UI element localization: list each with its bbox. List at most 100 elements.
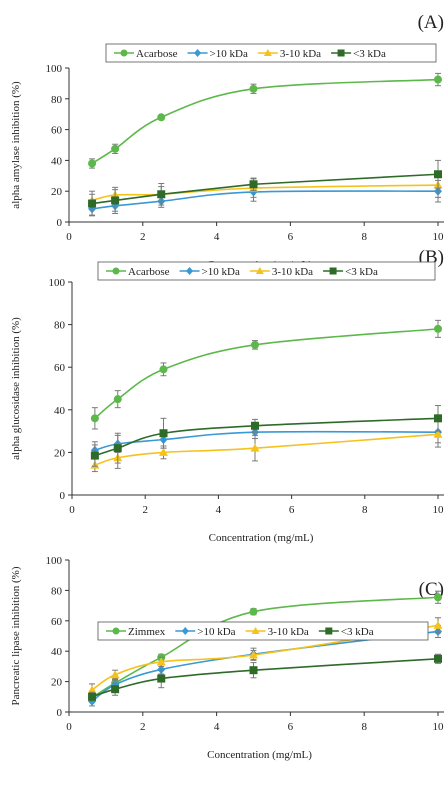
x-axis-label: Concentration (mg/mL) [207, 749, 312, 761]
legend-label: >10 kDa [210, 48, 248, 60]
series-line [94, 430, 439, 452]
data-point [111, 685, 120, 694]
legend-label: Zimmex [128, 626, 166, 638]
x-tick-label: 0 [66, 231, 72, 243]
series-line [91, 78, 439, 165]
legend-item-acarbose: Acarbose [106, 266, 170, 278]
series-line [91, 630, 439, 703]
data-point [88, 692, 97, 701]
series-3-10-kda [90, 421, 443, 473]
y-axis-label: alpha glucosidase inhibition (%) [10, 317, 22, 460]
y-tick-label: 80 [51, 94, 63, 106]
series-zimmex [88, 590, 442, 703]
legend-marker [112, 267, 120, 275]
legend-label: 3-10 kDa [280, 48, 321, 60]
y-tick-label: 0 [57, 707, 63, 719]
legend-marker [251, 627, 260, 634]
data-point [88, 159, 97, 168]
x-tick-label: 4 [216, 504, 222, 516]
legend-label: 3-10 kDa [268, 626, 309, 638]
data-point [434, 75, 442, 84]
y-tick-label: 60 [54, 362, 66, 374]
x-tick-label: 8 [362, 504, 368, 516]
legend-item-10-kda: >10 kDa [187, 48, 248, 60]
legend-marker [186, 267, 194, 275]
legend-label: <3 kDa [353, 48, 386, 60]
legend-item-3-kda: <3 kDa [331, 48, 386, 60]
legend-marker [337, 49, 345, 57]
x-tick-label: 10 [433, 231, 445, 243]
y-tick-label: 60 [51, 616, 63, 628]
x-tick-label: 10 [433, 721, 445, 733]
series-10-kda [90, 421, 442, 460]
legend-label: >10 kDa [197, 626, 235, 638]
legend-item-zimmex: Zimmex [106, 626, 166, 638]
y-tick-label: 0 [57, 217, 63, 229]
data-point [434, 170, 442, 179]
data-point [159, 447, 168, 456]
legend-item-3-10-kda: 3-10 kDa [257, 48, 321, 60]
series-line [91, 190, 439, 210]
series-line [91, 184, 439, 202]
legend: Acarbose >10 kDa 3-10 kDa <3 kDa [105, 43, 437, 63]
x-tick-label: 2 [140, 231, 146, 243]
data-point [249, 607, 258, 616]
data-point [250, 443, 260, 452]
legend: Zimmex >10 kDa 3-10 kDa <3 kDa [97, 621, 429, 641]
legend-label: 3-10 kDa [272, 266, 313, 278]
series-line [91, 173, 439, 205]
legend: Acarbose >10 kDa 3-10 kDa <3 kDa [97, 261, 436, 281]
series-line [94, 328, 439, 419]
x-tick-label: 2 [140, 721, 146, 733]
legend-marker [181, 627, 189, 635]
y-tick-label: 80 [51, 585, 63, 597]
data-point [249, 666, 258, 675]
data-point [434, 654, 442, 663]
data-point [88, 199, 97, 208]
y-axis-label: Pancreatic lipase inhibition (%) [10, 566, 22, 705]
legend-item-10-kda: >10 kDa [179, 266, 240, 278]
series-3-kda [88, 653, 442, 702]
y-tick-label: 20 [51, 186, 63, 198]
data-point [90, 414, 99, 423]
legend-marker [112, 627, 120, 635]
y-tick-label: 40 [54, 405, 66, 417]
series-line [91, 596, 439, 699]
data-point [113, 444, 122, 453]
y-tick-label: 0 [60, 490, 66, 502]
data-point [251, 421, 259, 430]
data-point [159, 365, 168, 374]
data-point [90, 451, 99, 460]
legend-item-3-kda: <3 kDa [323, 266, 378, 278]
series-3-10-kda [87, 172, 443, 208]
legend-marker [255, 267, 264, 274]
x-tick-label: 8 [361, 721, 367, 733]
data-point [111, 144, 120, 153]
legend-item-10-kda: >10 kDa [175, 626, 236, 638]
legend-item-3-10-kda: 3-10 kDa [245, 626, 309, 638]
data-point [110, 670, 120, 679]
data-point [111, 196, 120, 205]
data-point [433, 620, 443, 629]
legend-label: Acarbose [136, 48, 178, 60]
x-tick-label: 6 [288, 231, 294, 243]
y-tick-label: 80 [54, 320, 66, 332]
data-point [434, 324, 442, 333]
data-point [249, 84, 258, 93]
y-tick-label: 20 [51, 677, 63, 689]
series-3-kda [88, 159, 442, 217]
data-point [157, 674, 166, 683]
y-tick-label: 100 [49, 277, 66, 289]
x-tick-label: 4 [214, 721, 220, 733]
y-tick-label: 20 [54, 447, 66, 459]
y-tick-label: 100 [46, 555, 63, 567]
legend-marker [263, 49, 272, 56]
series-acarbose [90, 319, 442, 430]
y-tick-label: 40 [51, 646, 63, 658]
data-point [113, 395, 122, 404]
series-line [91, 658, 439, 698]
